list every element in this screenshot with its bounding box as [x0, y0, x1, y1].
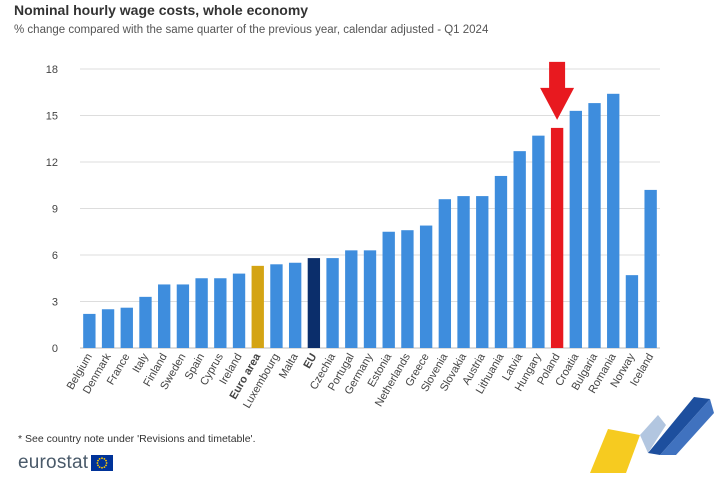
logo-text: eurostat [18, 452, 89, 473]
y-tick-label: 18 [46, 64, 58, 76]
bar [494, 175, 508, 348]
eu-flag-icon [91, 455, 114, 471]
chart-title: Nominal hourly wage costs, whole economy [14, 2, 309, 18]
y-tick-label: 0 [52, 343, 58, 355]
bar [382, 231, 395, 348]
bar [101, 309, 115, 348]
bar [139, 296, 152, 348]
bar [569, 110, 582, 348]
bar [158, 284, 171, 348]
bar [195, 278, 208, 348]
bar [607, 93, 620, 348]
bar [176, 284, 190, 348]
bar [251, 265, 264, 348]
bar [326, 258, 339, 348]
bar [288, 262, 302, 348]
bar [214, 278, 227, 348]
x-tick-label: Malta [277, 351, 301, 381]
highlight-arrow-icon [540, 61, 575, 120]
chart-subtitle: % change compared with the same quarter … [14, 24, 489, 36]
bar [363, 250, 377, 348]
footnote: * See country note under 'Revisions and … [18, 433, 256, 445]
y-tick-label: 12 [46, 157, 58, 169]
bar [550, 127, 564, 349]
eurostat-brand-mark-icon [590, 397, 714, 473]
bar [345, 250, 358, 348]
eurostat-logo: eurostat [18, 452, 114, 474]
bar [588, 103, 601, 348]
bar [476, 196, 489, 348]
bar [83, 313, 96, 348]
bar [625, 275, 639, 348]
bar [438, 199, 452, 348]
bar [401, 230, 414, 348]
bar [307, 258, 321, 348]
y-tick-label: 6 [52, 250, 58, 262]
bar [120, 307, 133, 348]
y-tick-label: 3 [52, 297, 58, 309]
bar [644, 189, 657, 348]
bar [419, 225, 433, 348]
x-tick-label: EU [301, 351, 319, 370]
y-tick-label: 9 [52, 204, 58, 216]
bar [457, 196, 470, 348]
bar [532, 135, 545, 348]
bar [232, 273, 246, 348]
bar-chart: 0369121518BelgiumDenmarkFranceItalyFinla… [46, 61, 660, 410]
bar [513, 151, 526, 348]
y-tick-label: 15 [46, 111, 58, 123]
bar [270, 264, 283, 348]
